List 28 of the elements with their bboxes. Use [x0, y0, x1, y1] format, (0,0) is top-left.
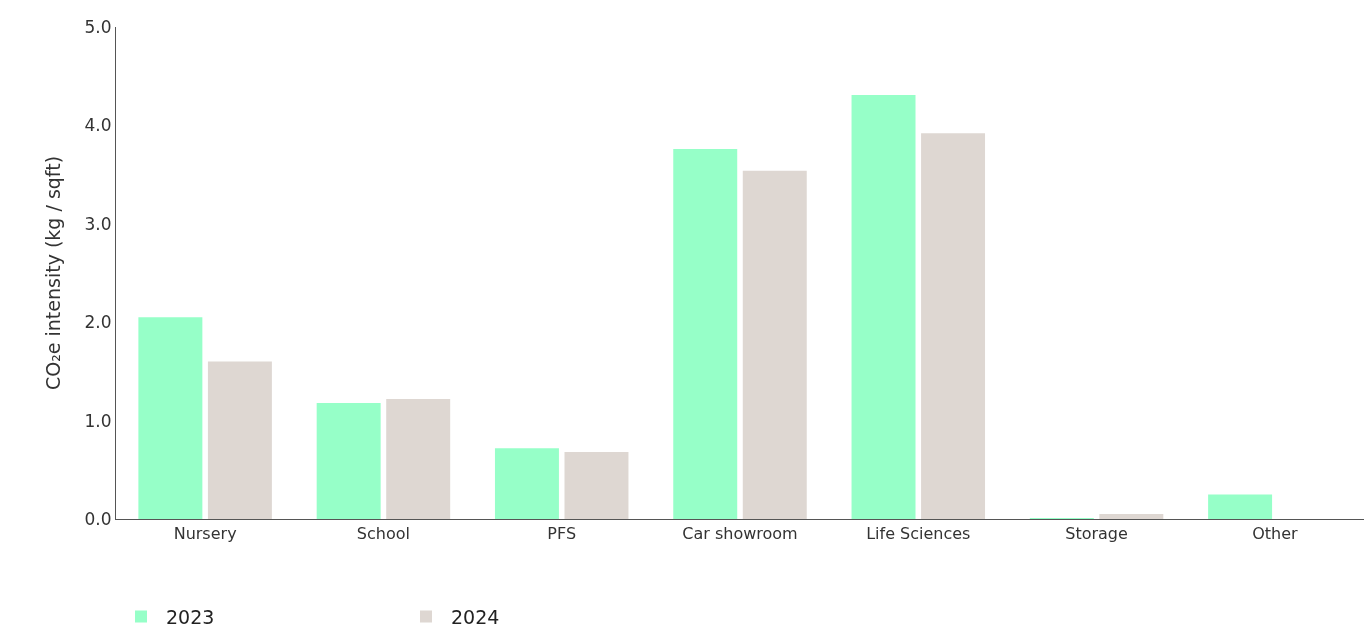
- legend-label: 2023: [166, 605, 215, 628]
- bar: [1208, 494, 1273, 519]
- x-tick-label: PFS: [547, 524, 577, 544]
- x-tick-label: School: [356, 524, 410, 544]
- x-tick-label: Life Sciences: [866, 524, 971, 544]
- y-tick-label: 0.0: [84, 508, 112, 529]
- y-tick-label: 1.0: [84, 410, 112, 431]
- bar: [742, 170, 807, 519]
- y-tick-label: 3.0: [84, 213, 112, 234]
- bar: [564, 452, 629, 519]
- bar: [851, 94, 916, 519]
- x-tick-label: Car showroom: [682, 524, 798, 544]
- bar: [921, 133, 986, 519]
- x-tick-label: Other: [1252, 524, 1298, 544]
- x-tick-label: Nursery: [173, 524, 237, 544]
- bar: [1099, 514, 1164, 519]
- y-tick-label: 2.0: [84, 312, 112, 333]
- legend-label: 2024: [451, 605, 500, 628]
- bar: [386, 398, 451, 519]
- y-tick-label: 4.0: [84, 115, 112, 136]
- y-tick-label: 5.0: [84, 16, 112, 37]
- bar: [207, 361, 272, 519]
- y-axis-title: CO₂e intensity (kg / sqft): [42, 155, 65, 391]
- x-tick-label: Storage: [1065, 524, 1128, 544]
- bar: [673, 149, 738, 519]
- bar: [138, 317, 203, 519]
- bar: [494, 448, 559, 519]
- bar: [316, 402, 381, 519]
